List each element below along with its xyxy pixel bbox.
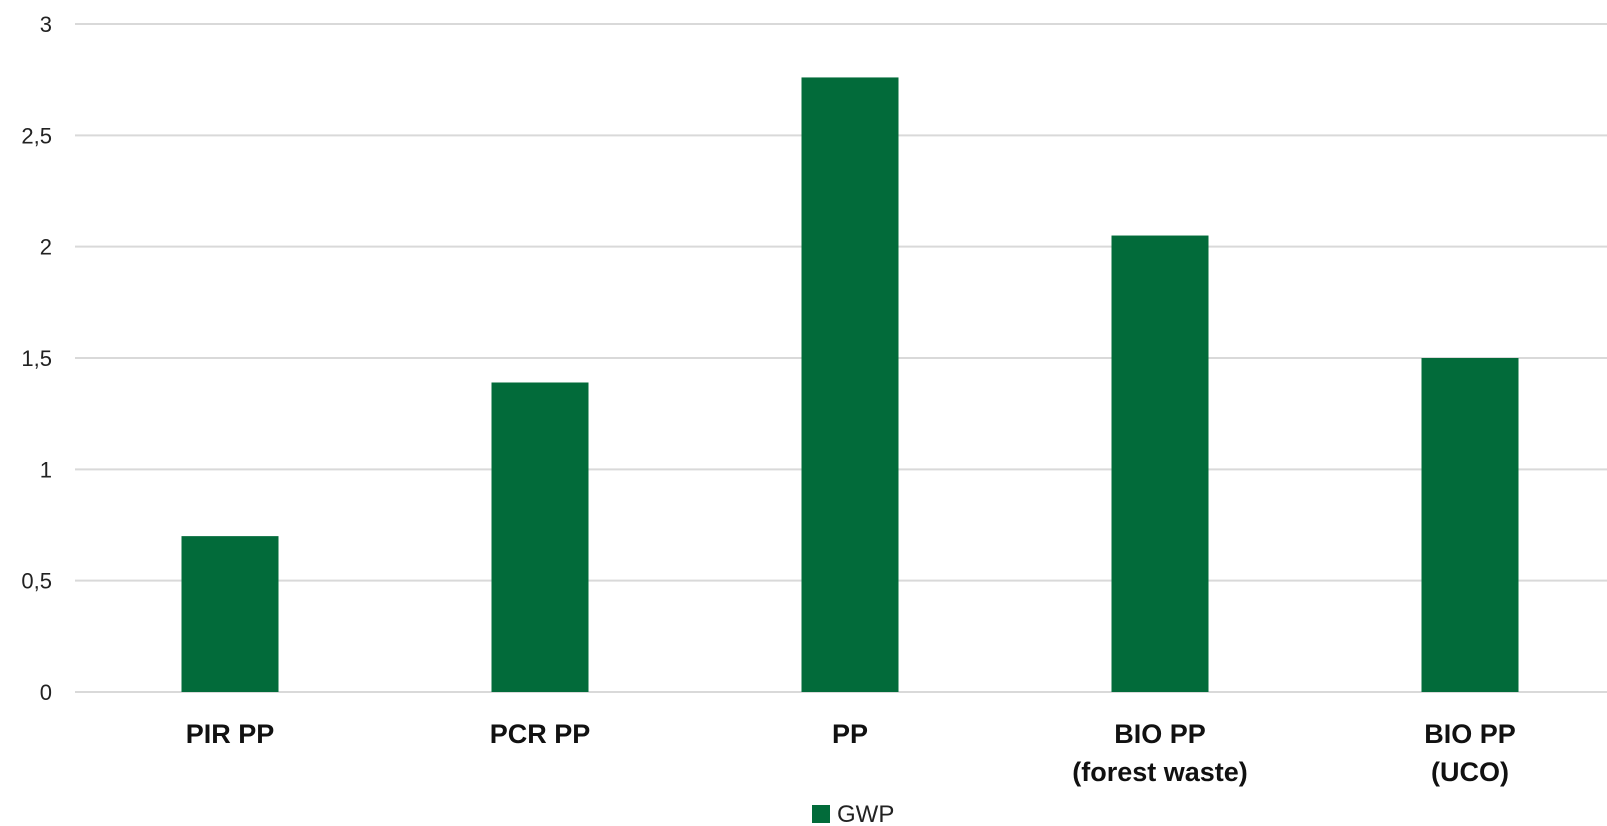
- x-tick-label: PP: [832, 719, 868, 749]
- x-axis-ticks: PIR PP PCR PP PP BIO PP (forest waste) BIO PP…: [186, 719, 1516, 787]
- legend-swatch-gwp: [812, 805, 830, 823]
- bars: [181, 77, 1519, 693]
- x-tick-label: BIO PP: [1114, 719, 1206, 749]
- legend: GWP: [812, 801, 894, 826]
- x-tick-label: (forest waste): [1072, 757, 1248, 787]
- x-tick-label: BIO PP: [1424, 719, 1516, 749]
- y-tick-label: 0,5: [21, 569, 52, 594]
- y-tick-label: 2: [40, 235, 52, 260]
- y-tick-label: 0: [40, 680, 52, 705]
- y-tick-label: 2,5: [21, 123, 52, 148]
- bar-pcr-pp: [491, 382, 589, 692]
- x-tick-label: (UCO): [1431, 757, 1509, 787]
- x-tick-label: PIR PP: [186, 719, 275, 749]
- y-tick-label: 1,5: [21, 346, 52, 371]
- y-tick-label: 3: [40, 12, 52, 37]
- x-tick-label: PCR PP: [490, 719, 591, 749]
- bar-bio-pp-forest-waste: [1111, 235, 1209, 693]
- legend-label-gwp: GWP: [837, 801, 894, 826]
- y-axis-ticks: 0 0,5 1 1,5 2 2,5 3: [21, 12, 52, 705]
- bar-bio-pp-uco: [1421, 358, 1519, 692]
- bar-pir-pp: [181, 536, 279, 692]
- y-tick-label: 1: [40, 457, 52, 482]
- bar-pp: [801, 77, 899, 692]
